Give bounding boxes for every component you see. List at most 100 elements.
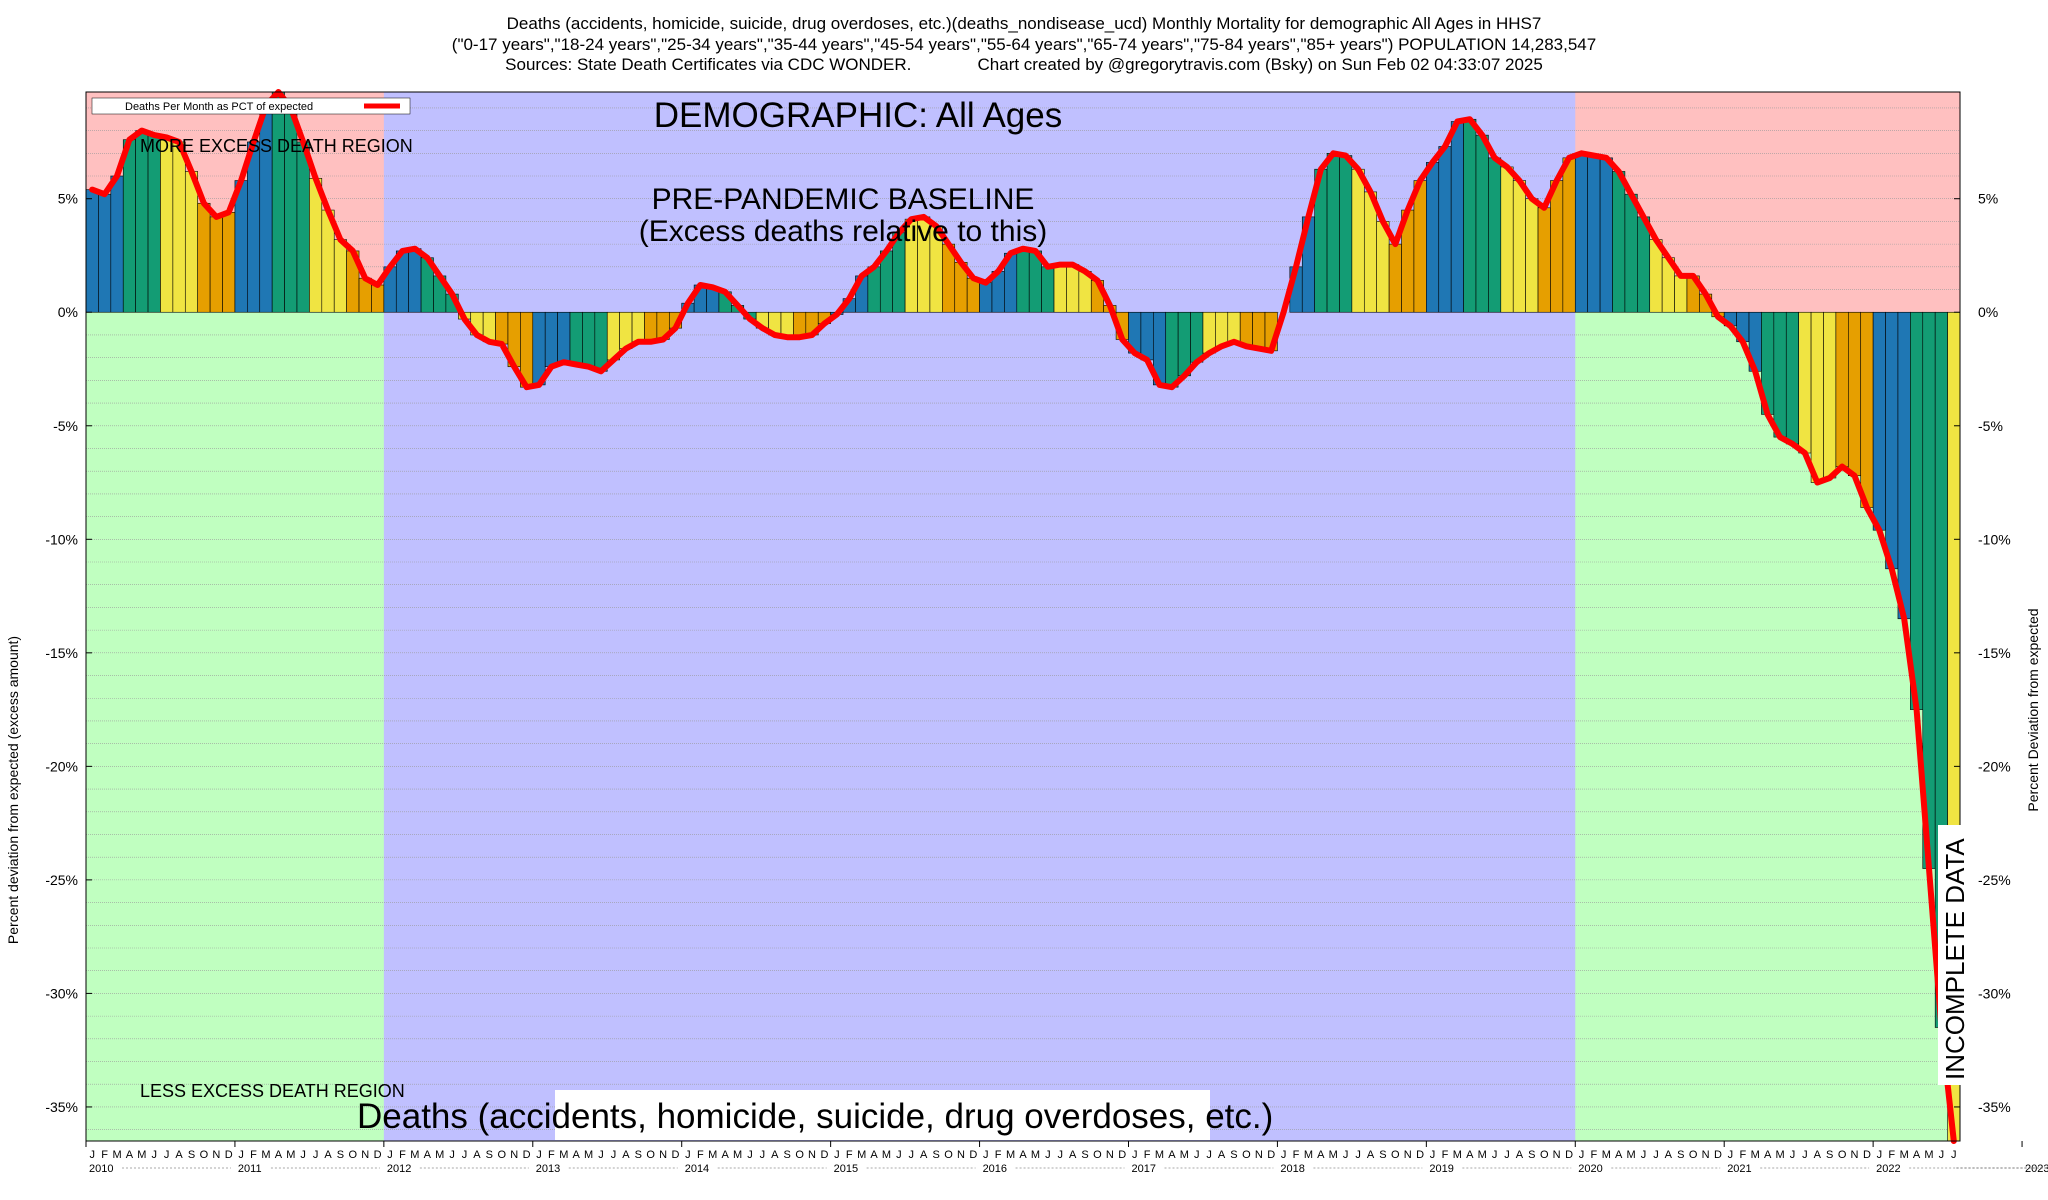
bar [1897,311,1911,620]
x-tick-month-label: S [932,1149,939,1161]
bar [247,141,261,313]
x-tick-month-label: S [1230,1149,1237,1161]
x-tick-month-label: S [1081,1149,1088,1161]
x-tick-month-label: F [1591,1149,1598,1161]
bar [172,141,186,313]
x-tick-month-label: M [1006,1149,1015,1161]
x-tick-month-label: A [324,1149,332,1161]
bottom-caption: Deaths (accidents, homicide, suicide, dr… [357,1097,1273,1136]
x-tick-month-label: N [1404,1149,1412,1161]
x-tick-month-label: S [1826,1149,1833,1161]
bar [1810,311,1824,483]
bar [1326,153,1340,313]
bar [582,311,596,368]
bar [1053,264,1067,313]
chart-title-line-1: Deaths (accidents, homicide, suicide, dr… [506,14,1542,33]
x-tick-month-label: A [275,1149,283,1161]
x-tick-month-label: A [771,1149,779,1161]
x-tick-month-label: S [1379,1149,1386,1161]
x-tick-month-label: N [361,1149,369,1161]
x-tick-month-label: J [1343,1149,1349,1161]
bar [1388,243,1402,313]
x-tick-month-label: J [449,1149,455,1161]
x-tick-month-label: A [1317,1149,1325,1161]
bar [1165,311,1179,388]
x-tick-year-label: 2022 [1876,1163,1900,1175]
bar [1215,311,1229,347]
bar [1339,155,1353,313]
x-tick-month-label: M [584,1149,593,1161]
bar [1475,134,1489,313]
y-tick-label-left: -5% [53,418,78,434]
x-tick-month-label: N [212,1149,220,1161]
x-tick-month-label: J [1045,1149,1051,1161]
bar [1500,166,1514,313]
more-excess-region-label: MORE EXCESS DEATH REGION [140,136,413,156]
x-tick-month-label: A [1665,1149,1673,1161]
bar [98,193,112,313]
x-tick-month-label: J [1132,1149,1138,1161]
bar [309,177,323,313]
y-tick-label-right: -5% [1978,418,2003,434]
bar [979,282,993,313]
x-tick-month-label: J [1579,1149,1585,1161]
x-tick-month-label: J [238,1149,244,1161]
x-tick-month-label: O [1391,1149,1400,1161]
bar [1202,311,1216,354]
bar [1239,311,1253,347]
x-tick-month-label: J [536,1149,542,1161]
x-tick-month-label: O [200,1149,209,1161]
baseline-label-line-1: PRE-PANDEMIC BASELINE [652,183,1035,216]
x-tick-month-label: M [708,1149,717,1161]
bar [1252,311,1266,349]
bar [1426,162,1440,313]
x-tick-month-label: S [188,1149,195,1161]
x-tick-month-label: J [1728,1149,1734,1161]
bar [1438,146,1452,313]
bar [1835,311,1849,467]
bar [1351,168,1365,313]
x-tick-month-label: O [944,1149,953,1161]
x-tick-month-label: J [1355,1149,1361,1161]
x-tick-month-label: A [622,1149,630,1161]
x-tick-month-label: S [784,1149,791,1161]
x-tick-month-label: J [1194,1149,1200,1161]
bar [1910,311,1924,710]
x-tick-month-label: M [1031,1149,1040,1161]
x-tick-year-label: 2015 [834,1163,858,1175]
bar [544,311,558,368]
x-tick-month-label: N [1255,1149,1263,1161]
x-tick-month-label: J [896,1149,902,1161]
x-tick-month-label: D [1416,1149,1424,1161]
x-tick-year-label: 2011 [238,1163,262,1175]
y-tick-label-right: -10% [1978,531,2011,547]
bar [1612,171,1626,313]
x-tick-month-label: D [523,1149,531,1161]
x-tick-month-label: M [1900,1149,1909,1161]
x-tick-year-label: 2013 [536,1163,560,1175]
x-tick-month-label: O [497,1149,506,1161]
bar [557,311,571,363]
x-tick-month-label: A [920,1149,928,1161]
x-tick-month-label: M [882,1149,891,1161]
bar [1587,155,1601,313]
x-tick-month-label: S [635,1149,642,1161]
bar [631,311,645,343]
x-tick-month-label: J [1206,1149,1212,1161]
x-tick-month-label: M [435,1149,444,1161]
x-tick-month-label: F [1293,1149,1300,1161]
x-tick-month-label: N [1106,1149,1114,1161]
y-tick-label-left: 0% [58,304,78,320]
x-tick-month-label: A [1615,1149,1623,1161]
x-tick-month-label: A [1367,1149,1375,1161]
x-tick-year-label: 2017 [1131,1163,1155,1175]
y-tick-label-left: -25% [45,872,78,888]
x-tick-month-label: N [1553,1149,1561,1161]
x-tick-month-label: O [1242,1149,1251,1161]
bar [569,311,583,365]
bar [209,216,223,313]
y-tick-label-right: -25% [1978,872,2011,888]
bar [1674,275,1688,313]
x-tick-month-label: S [1528,1149,1535,1161]
